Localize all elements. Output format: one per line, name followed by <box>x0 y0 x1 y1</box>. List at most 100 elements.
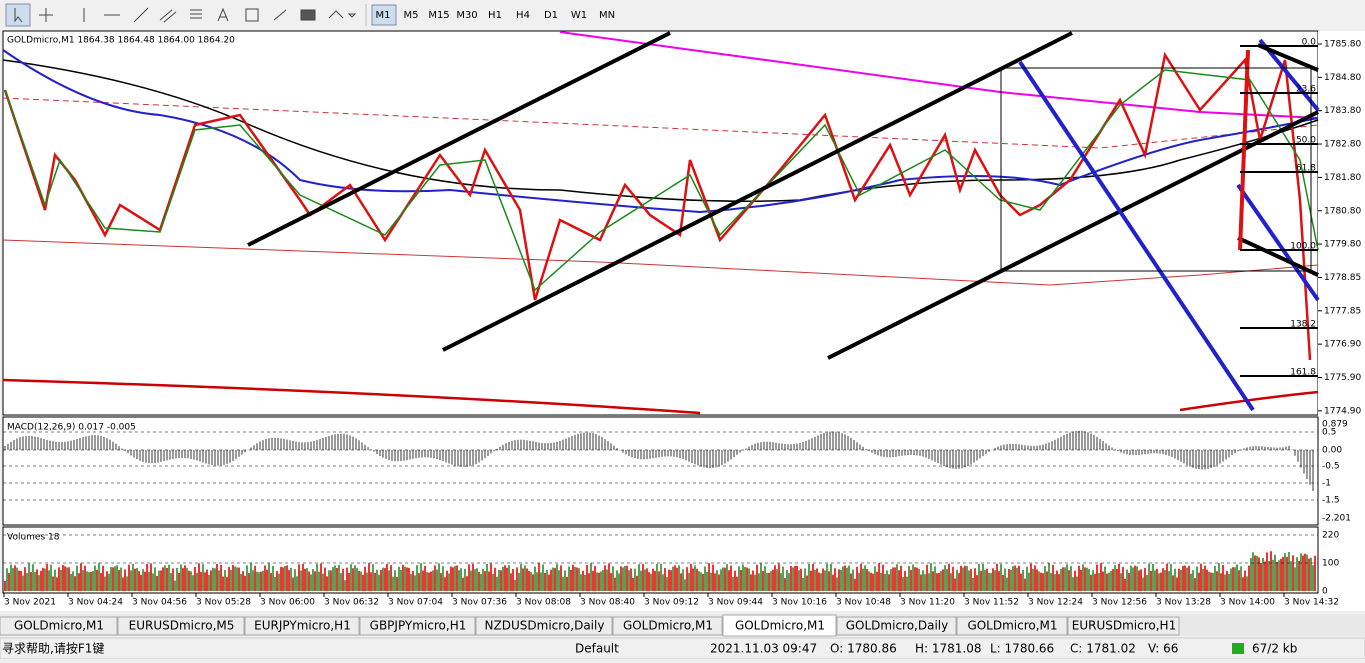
time-label: 3 Nov 10:16 <box>772 598 827 608</box>
macd-label: -2.201 <box>1322 514 1351 524</box>
price-label: 1778.85 <box>1324 273 1361 283</box>
ma-red <box>2 239 1319 286</box>
status-help: 寻求帮助,请按F1键 <box>2 642 104 656</box>
status-open: O: 1780.86 <box>830 642 897 656</box>
tab-label[interactable]: NZDUSDmicro,Daily <box>485 619 605 633</box>
chart-header: GOLDmicro,M1 1864.38 1864.48 1864.00 186… <box>7 36 235 46</box>
timeframe-button[interactable]: MN <box>599 10 615 21</box>
time-label: 3 Nov 12:56 <box>1092 598 1147 608</box>
tab-label[interactable]: EURJPYmicro,H1 <box>254 619 351 633</box>
active-timeframe <box>371 4 397 26</box>
macd-label: -0.5 <box>1322 462 1340 472</box>
timeframes: M1 M5 M15 M30 H1 H4 D1 W1 MN <box>376 10 616 21</box>
time-label: 3 Nov 13:28 <box>1156 598 1211 608</box>
price-label: 1777.85 <box>1324 306 1361 316</box>
volume-label: 100 <box>1322 559 1339 569</box>
drawing-tools <box>5 3 357 27</box>
price-labels: 1785.80 1784.80 1783.80 1782.80 1781.80 1780.… <box>1318 40 1361 416</box>
timeframe-button[interactable]: H4 <box>516 10 530 21</box>
tab[interactable] <box>244 616 360 636</box>
tab[interactable] <box>1067 616 1180 636</box>
tab-label[interactable]: GBPJPYmicro,H1 <box>370 619 467 633</box>
tab-label[interactable]: GOLDmicro,Daily <box>846 619 948 633</box>
fibo-label: 61.8 <box>1296 164 1316 174</box>
crosshair-icon[interactable] <box>39 8 53 22</box>
text-icon[interactable] <box>217 7 229 22</box>
tab[interactable] <box>836 616 957 636</box>
status-low: L: 1780.66 <box>990 642 1054 656</box>
tab-label[interactable]: GOLDmicro,M1 <box>735 619 825 633</box>
time-label: 3 Nov 04:56 <box>132 598 187 608</box>
time-label: 3 Nov 11:52 <box>964 598 1019 608</box>
price-label: 1784.80 <box>1324 73 1361 83</box>
toolbar <box>0 0 1365 30</box>
time-label: 3 Nov 08:08 <box>516 598 571 608</box>
chart-drawings <box>2 31 1320 415</box>
macd-panel <box>2 416 1319 526</box>
timeframe-button[interactable]: M30 <box>456 10 477 21</box>
fibo-label: 23.6 <box>1296 85 1316 95</box>
volume-label: 220 <box>1322 531 1339 541</box>
timeframe-button[interactable]: W1 <box>571 10 587 21</box>
tab[interactable] <box>117 616 245 636</box>
ma-magenta <box>559 31 1319 119</box>
fibo-base <box>1238 49 1250 251</box>
price-axis <box>1318 31 1365 611</box>
tab[interactable] <box>359 616 476 636</box>
time-label: 3 Nov 09:12 <box>644 598 699 608</box>
price-label: 1782.80 <box>1324 140 1361 150</box>
tab[interactable] <box>956 616 1068 636</box>
tab[interactable] <box>0 616 118 636</box>
tab-label[interactable]: GOLDmicro,M1 <box>623 619 713 633</box>
connection-icon <box>1232 643 1244 654</box>
price-label: 1780.80 <box>1324 206 1361 216</box>
time-label: 3 Nov 11:20 <box>900 598 955 608</box>
status-profile: Default <box>575 642 619 656</box>
ma-black <box>2 59 1319 202</box>
trendline-icon[interactable] <box>133 7 149 23</box>
macd-header: MACD(12,26,9) 0.017 -0.005 <box>7 423 136 433</box>
time-label: 3 Nov 06:00 <box>260 598 315 608</box>
timeframe-button[interactable]: H1 <box>488 10 502 21</box>
tab-label[interactable]: EURUSDmicro,H1 <box>1072 619 1176 633</box>
timeframe-button[interactable]: M15 <box>428 10 449 21</box>
status-high: H: 1781.08 <box>915 642 982 656</box>
price-label: 1785.80 <box>1324 40 1361 50</box>
tab[interactable] <box>612 616 723 636</box>
macd-histogram <box>4 430 1314 491</box>
shape-icon[interactable] <box>300 9 316 21</box>
fibo-icon[interactable] <box>190 9 202 19</box>
time-labels: 3 Nov 2021 3 Nov 04:24 3 Nov 04:56 3 Nov 05… <box>3 593 1339 608</box>
tab[interactable] <box>475 616 613 636</box>
timeframe-button[interactable]: D1 <box>544 10 558 21</box>
time-label: 3 Nov 2021 <box>4 598 56 608</box>
time-axis <box>0 594 1365 611</box>
fibo-levels: 0.0 23.6 50.0 61.8 100.0 138.2 161.8 <box>1240 38 1318 378</box>
ma-slow <box>2 378 1319 415</box>
label-icon[interactable] <box>245 8 259 22</box>
cursor-button[interactable] <box>5 3 31 27</box>
timeframe-button[interactable]: M1 <box>376 10 391 21</box>
price-label: 1775.90 <box>1324 373 1361 383</box>
timeframe-button[interactable]: M5 <box>404 10 419 21</box>
tab-label[interactable]: GOLDmicro,M1 <box>14 619 104 633</box>
status-close: C: 1781.02 <box>1070 642 1136 656</box>
volume-bars <box>4 551 1316 591</box>
time-label: 3 Nov 06:32 <box>324 598 379 608</box>
arrow-icon[interactable] <box>273 9 287 21</box>
tab-label[interactable]: GOLDmicro,M1 <box>967 619 1057 633</box>
volume-axis: 220 100 0 <box>3 531 1339 597</box>
volume-header: Volumes 18 <box>7 533 60 543</box>
time-label: 3 Nov 07:36 <box>452 598 507 608</box>
active-tab[interactable] <box>722 614 837 637</box>
fibo-label: 50.0 <box>1296 136 1316 146</box>
channel-icon[interactable] <box>159 9 177 23</box>
more-icon[interactable] <box>328 10 357 19</box>
price-label: 1774.90 <box>1324 406 1361 416</box>
time-label: 3 Nov 05:28 <box>196 598 251 608</box>
channel-lines <box>247 31 1319 360</box>
tab-label[interactable]: EURUSDmicro,M5 <box>129 619 235 633</box>
ma-green <box>4 69 1319 292</box>
range-box <box>1000 67 1312 272</box>
